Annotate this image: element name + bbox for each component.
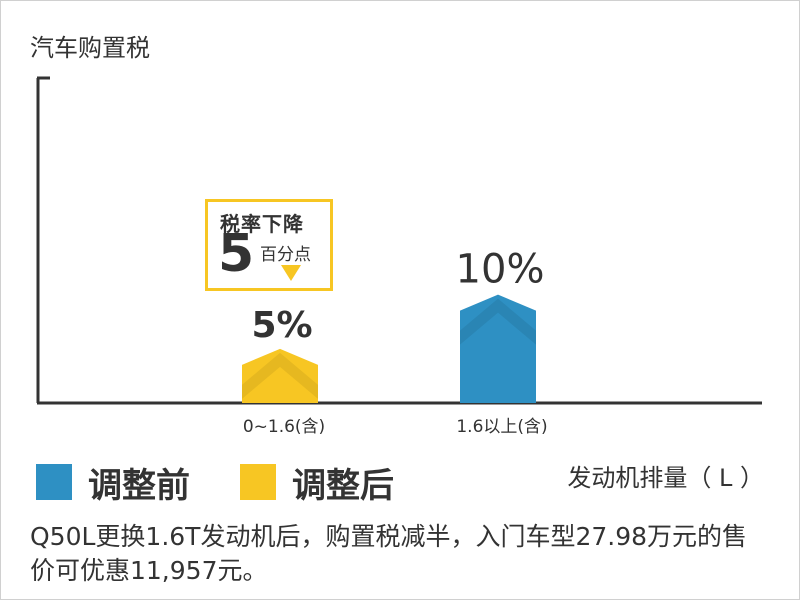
legend-label-after: 调整后 <box>292 466 394 506</box>
callout-box: 税率下降 5 百分点 <box>205 199 333 291</box>
callout-unit: 百分点 <box>260 245 311 265</box>
legend-label-before: 调整前 <box>88 466 190 506</box>
bar-highlight <box>242 352 318 399</box>
down-arrow-icon <box>281 265 301 281</box>
data-label: 5% <box>251 305 312 346</box>
x-tick-label: 0~1.6(含) <box>243 417 325 437</box>
footnote: Q50L更换1.6T发动机后，购置税减半，入门车型27.98万元的售价可优惠11… <box>30 522 748 585</box>
legend-swatch-before <box>36 464 72 500</box>
bar-after <box>242 348 318 403</box>
bar-highlight <box>460 298 536 345</box>
labels: 0~1.6(含) 5% 1.6以上(含) 10% <box>243 247 548 437</box>
bars <box>242 294 536 403</box>
chart-title: 汽车购置税 <box>30 34 150 62</box>
callout-title: 税率下降 <box>220 212 304 236</box>
callout-number: 5 <box>218 224 255 284</box>
legend-swatch-after <box>240 464 276 500</box>
x-tick-label: 1.6以上(含) <box>456 417 547 437</box>
data-label: 10% <box>456 247 545 293</box>
axes <box>36 76 762 405</box>
legend: 调整前 调整后 <box>36 458 776 506</box>
x-axis-label: 发动机排量（ L ） <box>567 464 764 492</box>
